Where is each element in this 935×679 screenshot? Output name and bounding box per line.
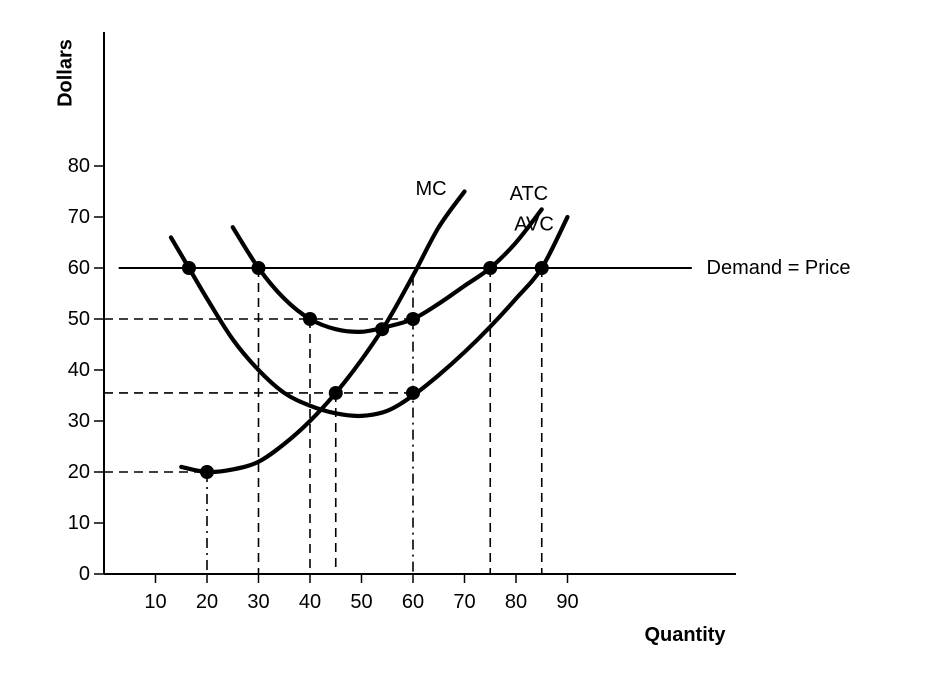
x-tick-label: 60 xyxy=(402,591,424,613)
x-axis-title: Quantity xyxy=(644,624,726,646)
y-tick-label: 60 xyxy=(68,257,90,279)
x-tick-label: 10 xyxy=(144,591,166,613)
data-point xyxy=(483,261,498,275)
guide-lines xyxy=(104,268,543,574)
data-point xyxy=(303,312,317,326)
ticks: 0 10 20 30 40 50 60 70 80 10 20 30 40 50 60 70 80 90 xyxy=(68,155,579,613)
data-point xyxy=(406,385,420,400)
x-tick-label: 90 xyxy=(556,591,578,613)
data-point xyxy=(200,465,214,479)
data-point xyxy=(251,261,266,275)
x-tick-label: 50 xyxy=(350,591,372,613)
x-tick-label: 80 xyxy=(505,591,527,613)
y-tick-label: 30 xyxy=(68,410,90,432)
data-points xyxy=(181,261,549,479)
data-point xyxy=(328,385,343,400)
axes xyxy=(103,32,736,575)
x-tick-label: 70 xyxy=(453,591,475,613)
data-point xyxy=(375,322,390,337)
y-tick-label: 0 xyxy=(79,563,90,585)
x-tick-label: 20 xyxy=(196,591,218,613)
y-tick-label: 80 xyxy=(68,155,90,177)
x-tick-label: 40 xyxy=(299,591,321,613)
y-tick-label: 70 xyxy=(68,206,90,228)
y-tick-label: 10 xyxy=(68,512,90,534)
curves xyxy=(118,189,693,475)
data-point xyxy=(406,312,420,326)
data-point xyxy=(534,261,549,275)
mc-label: MC xyxy=(415,178,446,200)
atc-label: ATC xyxy=(510,183,549,205)
data-point xyxy=(181,261,196,275)
labels: Dollars Quantity MC ATC AVC Demand = Price xyxy=(54,39,850,646)
mc-line xyxy=(179,189,467,475)
avc-label: AVC xyxy=(514,214,554,236)
x-tick-label: 30 xyxy=(247,591,269,613)
y-tick-label: 50 xyxy=(68,308,90,330)
y-tick-label: 40 xyxy=(68,359,90,381)
avc-line xyxy=(168,214,570,419)
y-tick-label: 20 xyxy=(68,461,90,483)
y-axis-title: Dollars xyxy=(54,39,76,107)
demand-price-label: Demand = Price xyxy=(707,257,851,279)
